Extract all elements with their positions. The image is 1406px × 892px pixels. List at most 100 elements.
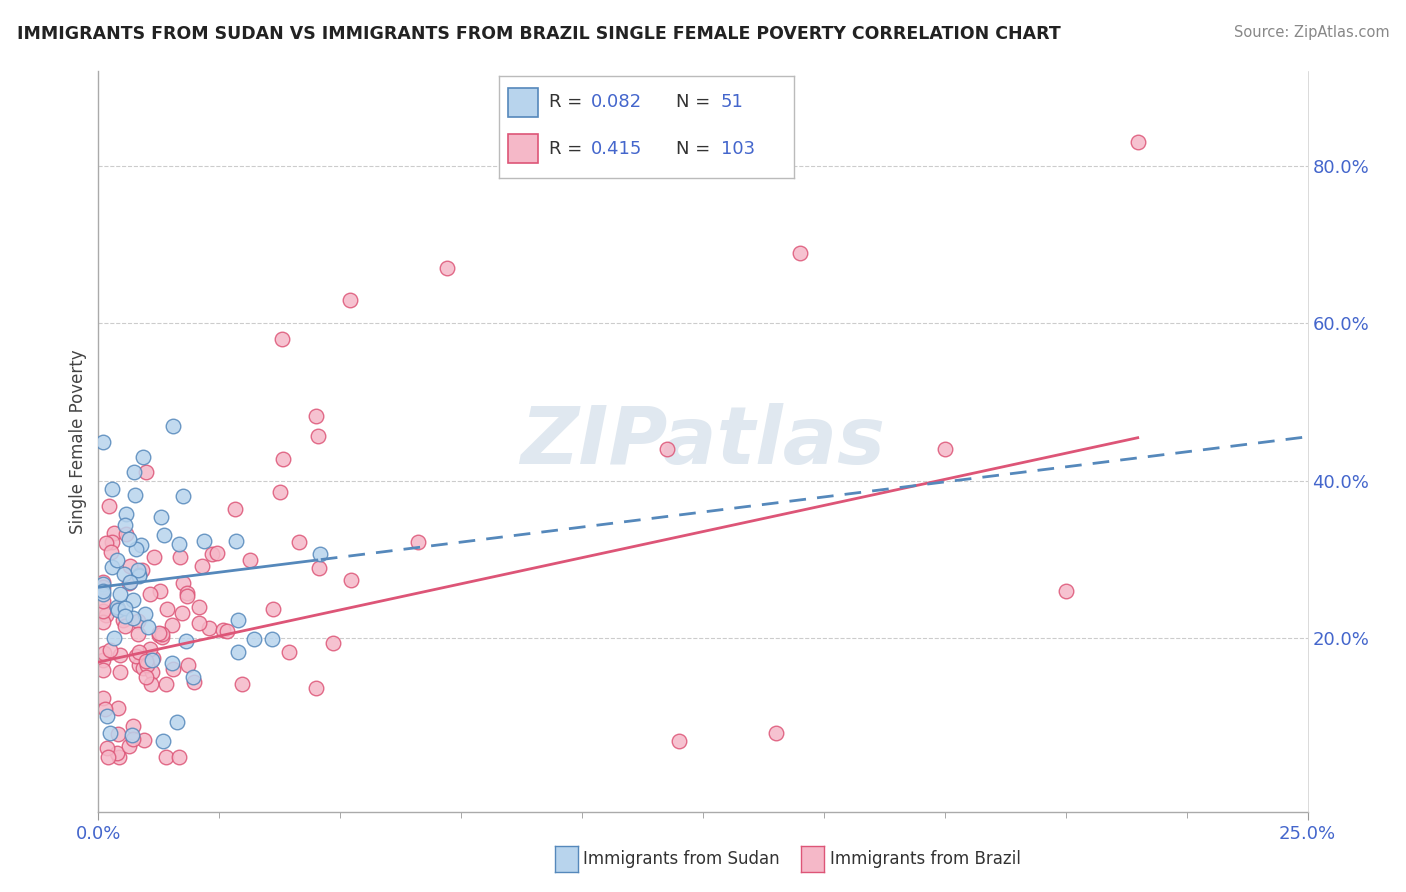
Text: IMMIGRANTS FROM SUDAN VS IMMIGRANTS FROM BRAZIL SINGLE FEMALE POVERTY CORRELATIO: IMMIGRANTS FROM SUDAN VS IMMIGRANTS FROM… <box>17 25 1060 43</box>
Point <box>136 620 159 634</box>
Point <box>132 661 155 675</box>
Point <box>160 618 183 632</box>
Point <box>262 601 284 615</box>
Text: 51: 51 <box>720 94 744 112</box>
Point <box>134 607 156 622</box>
Point <box>668 734 690 748</box>
Point <box>305 409 328 424</box>
Point <box>278 644 301 658</box>
Point <box>110 586 132 600</box>
Text: N =: N = <box>676 94 716 112</box>
Point <box>167 749 190 764</box>
Point <box>149 583 172 598</box>
Point <box>108 648 131 662</box>
Point <box>127 563 149 577</box>
Point <box>98 642 121 657</box>
Point <box>112 567 135 582</box>
Point <box>108 749 131 764</box>
Point <box>271 332 294 346</box>
Point <box>197 621 219 635</box>
Text: R =: R = <box>550 94 588 112</box>
Point <box>139 677 162 691</box>
Point <box>172 576 194 591</box>
Point <box>655 442 678 457</box>
Point <box>125 542 148 557</box>
Point <box>170 606 193 620</box>
Text: 0.082: 0.082 <box>591 94 641 112</box>
Point <box>103 631 125 645</box>
Point <box>149 510 172 524</box>
Point <box>224 501 246 516</box>
Point <box>765 726 787 740</box>
Point <box>211 623 233 637</box>
Point <box>183 675 205 690</box>
Point <box>406 534 429 549</box>
Point <box>108 665 131 679</box>
Point <box>169 549 191 564</box>
Point <box>127 614 149 628</box>
Point <box>141 653 163 667</box>
Point <box>305 681 328 696</box>
Point <box>128 658 150 673</box>
Point <box>339 293 361 307</box>
Point <box>193 533 215 548</box>
Text: Immigrants from Brazil: Immigrants from Brazil <box>830 850 1021 868</box>
Point <box>118 532 141 546</box>
Point <box>1054 584 1077 599</box>
Point <box>93 646 115 660</box>
Point <box>231 677 253 691</box>
Point <box>271 451 294 466</box>
Text: 103: 103 <box>720 140 755 158</box>
Point <box>100 535 122 549</box>
Point <box>107 700 129 714</box>
Point <box>114 609 136 624</box>
Point <box>309 547 332 561</box>
Point <box>142 650 165 665</box>
Point <box>91 587 114 601</box>
FancyBboxPatch shape <box>508 88 537 117</box>
Point <box>103 526 125 541</box>
Point <box>91 577 114 591</box>
Text: Immigrants from Sudan: Immigrants from Sudan <box>583 850 780 868</box>
Point <box>287 534 309 549</box>
Point <box>91 663 114 677</box>
Point <box>118 575 141 590</box>
Point <box>91 594 114 608</box>
Point <box>167 537 190 551</box>
FancyBboxPatch shape <box>508 135 537 163</box>
Point <box>152 734 174 748</box>
Point <box>94 536 117 550</box>
Point <box>162 418 184 433</box>
Point <box>934 442 956 457</box>
Point <box>107 603 129 617</box>
Point <box>131 538 153 552</box>
Point <box>132 450 155 465</box>
Point <box>91 584 114 599</box>
Point <box>307 429 329 443</box>
Point <box>105 746 128 760</box>
Y-axis label: Single Female Poverty: Single Female Poverty <box>69 350 87 533</box>
Point <box>1128 135 1150 149</box>
Point <box>105 600 128 615</box>
Point <box>166 714 188 729</box>
Point <box>114 601 136 615</box>
Point <box>91 604 114 618</box>
Point <box>141 665 163 679</box>
Point <box>128 569 150 583</box>
Point <box>122 731 145 746</box>
Point <box>122 719 145 733</box>
Point <box>94 702 117 716</box>
Point <box>187 600 209 615</box>
Point <box>148 628 170 642</box>
Point <box>143 550 166 565</box>
Point <box>135 671 157 685</box>
Point <box>118 559 141 574</box>
Point <box>138 642 160 657</box>
Point <box>115 507 138 521</box>
Point <box>100 545 122 559</box>
Point <box>177 658 200 673</box>
Point <box>121 728 143 742</box>
Point <box>97 500 120 514</box>
Point <box>789 245 811 260</box>
Point <box>215 624 238 638</box>
